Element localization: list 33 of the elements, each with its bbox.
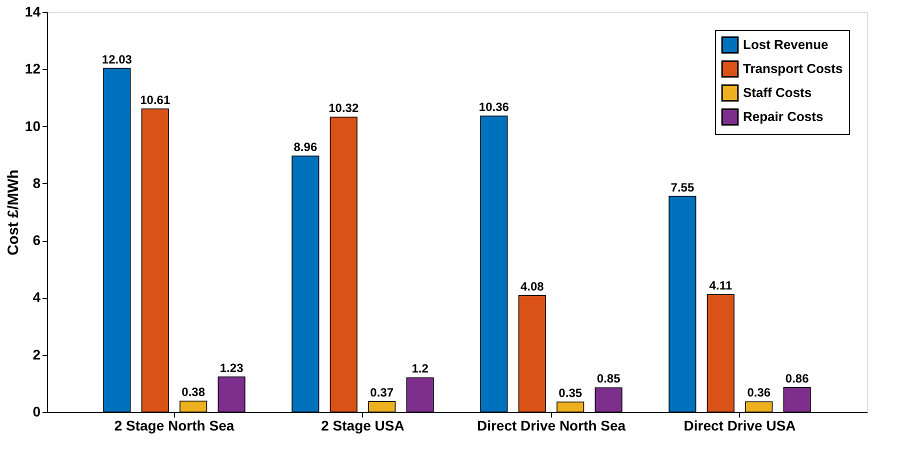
data-label: 0.86 bbox=[785, 371, 810, 386]
data-label: 0.85 bbox=[596, 372, 621, 386]
data-label: 10.36 bbox=[478, 100, 510, 114]
data-label: 0.37 bbox=[370, 385, 394, 400]
data-label: 1.2 bbox=[412, 362, 429, 376]
legend-label: Transport Costs bbox=[743, 61, 843, 76]
data-label: 4.08 bbox=[520, 279, 544, 294]
x-tick-label: Direct Drive North Sea bbox=[476, 418, 626, 434]
data-label: 0.38 bbox=[182, 385, 206, 400]
legend-label: Repair Costs bbox=[743, 109, 824, 124]
legend-label: Lost Revenue bbox=[743, 37, 828, 52]
legend-label: Staff Costs bbox=[743, 85, 812, 100]
data-label: 0.35 bbox=[558, 386, 582, 400]
y-tick-label: 2 bbox=[32, 346, 41, 362]
data-label: 7.55 bbox=[670, 180, 694, 194]
x-tick-label: 2 Stage USA bbox=[321, 418, 404, 434]
x-tick-label: 2 Stage North Sea bbox=[114, 418, 234, 434]
data-label: 8.96 bbox=[294, 140, 318, 154]
data-label: 12.03 bbox=[102, 52, 132, 66]
y-tick-label: 14 bbox=[24, 4, 41, 20]
y-tick-label: 0 bbox=[32, 404, 41, 420]
y-tick-label: 8 bbox=[32, 174, 41, 191]
data-label: 10.61 bbox=[140, 92, 170, 107]
y-tick-label: 10 bbox=[24, 118, 41, 134]
data-label: 1.23 bbox=[220, 360, 244, 375]
y-tick-label: 4 bbox=[32, 289, 41, 306]
y-tick-label: 6 bbox=[32, 232, 41, 248]
data-label: 4.11 bbox=[709, 278, 732, 293]
data-label: 10.32 bbox=[328, 101, 359, 116]
y-tick-label: 12 bbox=[24, 60, 41, 77]
y-axis-title: Cost £/MWh bbox=[4, 170, 22, 256]
x-tick-label: Direct Drive USA bbox=[684, 418, 796, 434]
data-label: 0.36 bbox=[747, 386, 771, 400]
